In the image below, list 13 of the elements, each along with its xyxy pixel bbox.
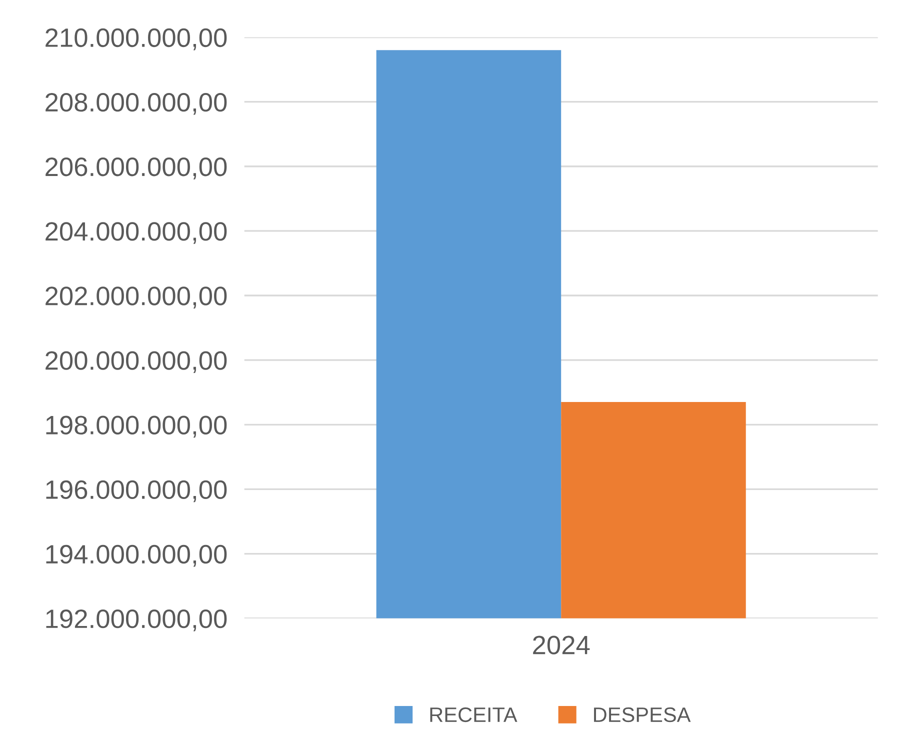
y-tick-label: 206.000.000,00	[46, 158, 227, 180]
y-tick-label: 210.000.000,00	[46, 28, 227, 50]
legend-label: DESPESA	[594, 707, 691, 722]
y-tick-label: 200.000.000,00	[46, 351, 227, 374]
y-tick-label: 204.000.000,00	[46, 222, 227, 244]
x-tick-label: 2024	[533, 636, 590, 654]
legend-label: RECEITA	[430, 707, 518, 722]
y-tick-label: 194.000.000,00	[46, 544, 227, 567]
y-tick-label: 208.000.000,00	[46, 92, 227, 115]
y-tick-label: 202.000.000,00	[46, 286, 227, 308]
y-tick-label: 198.000.000,00	[46, 416, 227, 438]
y-tick-label: 192.000.000,00	[46, 609, 227, 632]
y-tick-label: 196.000.000,00	[46, 480, 227, 502]
